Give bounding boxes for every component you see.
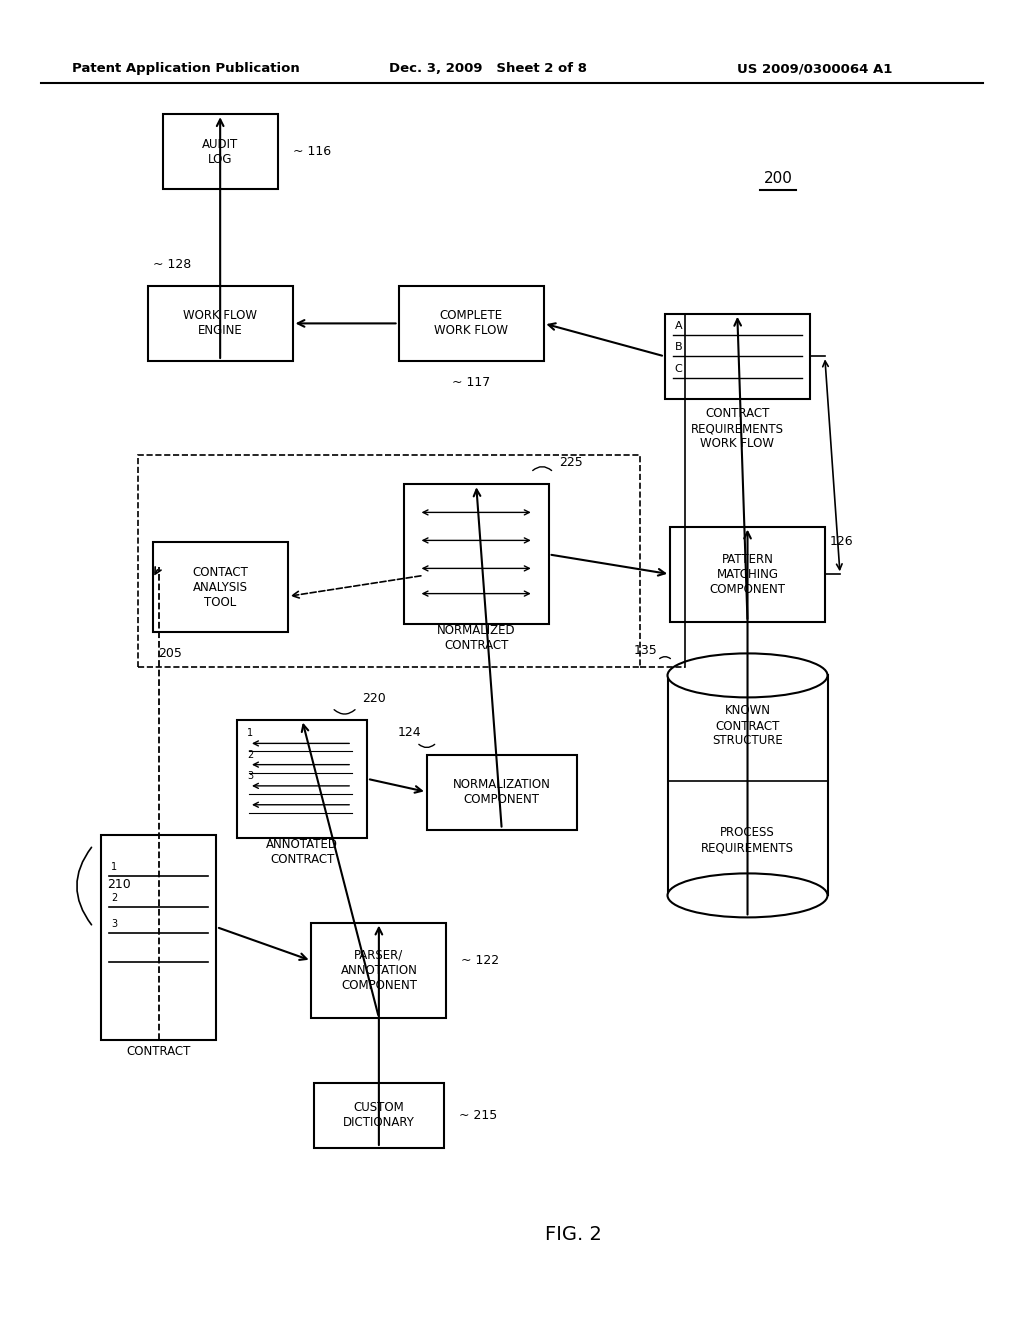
Text: CONTACT
ANALYSIS
TOOL: CONTACT ANALYSIS TOOL [193,566,248,609]
Bar [427,755,577,829]
Text: ~ 117: ~ 117 [452,376,490,389]
Bar [665,314,810,399]
Text: FIG. 2: FIG. 2 [545,1225,602,1243]
Text: CONTRACT
REQUIREMENTS
WORK FLOW: CONTRACT REQUIREMENTS WORK FLOW [691,408,783,450]
Text: 3: 3 [247,771,253,781]
Text: 135: 135 [634,644,657,657]
Text: 210: 210 [108,878,131,891]
Text: PATTERN
MATCHING
COMPONENT: PATTERN MATCHING COMPONENT [710,553,785,595]
Text: B: B [675,342,682,352]
Bar [138,455,640,667]
Bar [238,719,367,838]
Text: ~ 215: ~ 215 [459,1109,497,1122]
Bar [153,543,288,632]
Text: KNOWN
CONTRACT
STRUCTURE: KNOWN CONTRACT STRUCTURE [712,705,783,747]
Text: A: A [675,321,682,331]
Text: WORK FLOW
ENGINE: WORK FLOW ENGINE [183,309,257,338]
Text: PARSER/
ANNOTATION
COMPONENT: PARSER/ ANNOTATION COMPONENT [340,949,418,991]
Text: 1: 1 [112,862,118,871]
Text: US 2009/0300064 A1: US 2009/0300064 A1 [737,62,893,75]
Text: 2: 2 [112,892,118,903]
Ellipse shape [668,653,827,697]
Text: Patent Application Publication: Patent Application Publication [72,62,299,75]
Text: 3: 3 [112,919,118,929]
Bar [403,484,549,624]
Text: 124: 124 [398,726,422,739]
Text: 220: 220 [362,692,386,705]
Text: 2: 2 [247,750,253,759]
Text: 126: 126 [830,535,854,548]
Bar [163,115,278,189]
Text: 225: 225 [559,457,583,470]
Bar [311,923,446,1018]
Text: NORMALIZED
CONTRACT: NORMALIZED CONTRACT [437,624,515,652]
Text: COMPLETE
WORK FLOW: COMPLETE WORK FLOW [434,309,508,338]
Text: ANNOTATED
CONTRACT: ANNOTATED CONTRACT [266,838,338,866]
Text: Dec. 3, 2009   Sheet 2 of 8: Dec. 3, 2009 Sheet 2 of 8 [389,62,587,75]
Text: NORMALIZATION
COMPONENT: NORMALIZATION COMPONENT [453,777,551,807]
Text: 1: 1 [247,729,253,738]
Text: AUDIT
LOG: AUDIT LOG [202,137,239,166]
Text: CUSTOM
DICTIONARY: CUSTOM DICTIONARY [343,1101,415,1130]
Bar [668,676,827,895]
Text: 205: 205 [158,647,181,660]
Bar [398,286,544,360]
Ellipse shape [668,874,827,917]
Text: ~ 128: ~ 128 [153,257,190,271]
Text: ~ 122: ~ 122 [462,953,500,966]
Bar [670,527,825,622]
Text: ~ 116: ~ 116 [293,145,331,158]
Bar [314,1082,443,1148]
Bar [147,286,293,360]
Text: CONTRACT: CONTRACT [127,1045,190,1059]
Text: PROCESS
REQUIREMENTS: PROCESS REQUIREMENTS [701,826,794,854]
Bar [101,836,216,1039]
Text: 200: 200 [764,170,793,186]
Text: C: C [675,363,683,374]
